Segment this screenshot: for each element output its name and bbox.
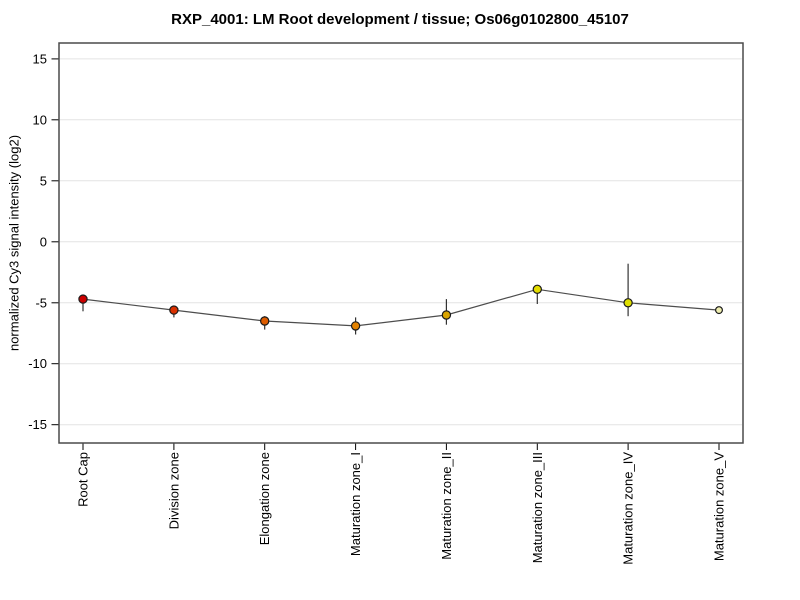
series-line xyxy=(82,288,720,327)
data-point xyxy=(623,298,633,308)
x-tick-label: Elongation zone xyxy=(257,452,272,545)
x-tick-label: Root Cap xyxy=(76,452,91,507)
data-point xyxy=(169,305,179,315)
data-point xyxy=(714,306,723,315)
x-tick-label: Maturation zone_I xyxy=(348,452,363,556)
y-tick-label: 0 xyxy=(40,234,47,249)
x-tick-label: Maturation zone_II xyxy=(439,452,454,560)
x-tick-label: Maturation zone_V xyxy=(712,452,727,561)
x-tick-label: Maturation zone_III xyxy=(530,452,545,563)
y-tick-label: 15 xyxy=(33,51,47,66)
data-point xyxy=(78,294,88,304)
x-tick-label: Division zone xyxy=(166,452,181,529)
x-tick-label: Maturation zone_IV xyxy=(621,452,636,565)
data-point xyxy=(350,321,361,331)
chart-title: RXP_4001: LM Root development / tissue; … xyxy=(171,11,629,28)
plot-border xyxy=(58,42,744,444)
data-point xyxy=(532,284,543,294)
y-tick-label: 5 xyxy=(40,173,47,188)
y-tick-label: -15 xyxy=(28,417,47,432)
y-tick-label: 10 xyxy=(33,112,47,127)
y-tick-label: -5 xyxy=(35,295,47,310)
y-tick-label: -10 xyxy=(28,356,47,371)
data-point xyxy=(441,310,452,320)
data-point xyxy=(260,316,270,326)
y-axis-title: normalized Cy3 signal intensity (log2) xyxy=(6,134,22,352)
